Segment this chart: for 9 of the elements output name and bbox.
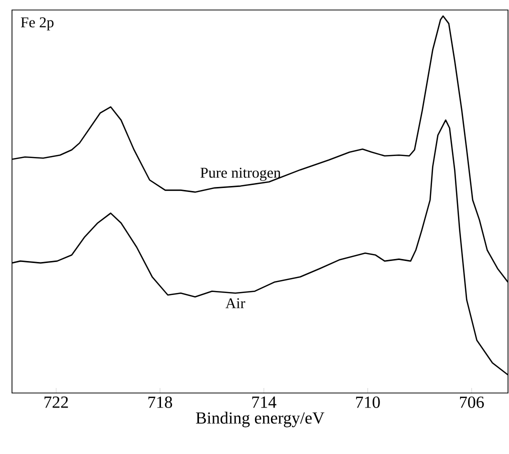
- x-tick-label: 714: [252, 396, 276, 408]
- x-tick-label: 722: [44, 396, 68, 408]
- x-tick-label: 706: [460, 396, 484, 408]
- series-label: Pure nitrogen: [200, 168, 281, 181]
- series-label: Air: [226, 298, 246, 308]
- x-tick-label: 710: [356, 396, 380, 408]
- x-tick-label: 718: [148, 396, 172, 408]
- annotation: Fe 2p: [20, 17, 54, 30]
- x-axis-title: Binding energy/eV: [196, 412, 324, 428]
